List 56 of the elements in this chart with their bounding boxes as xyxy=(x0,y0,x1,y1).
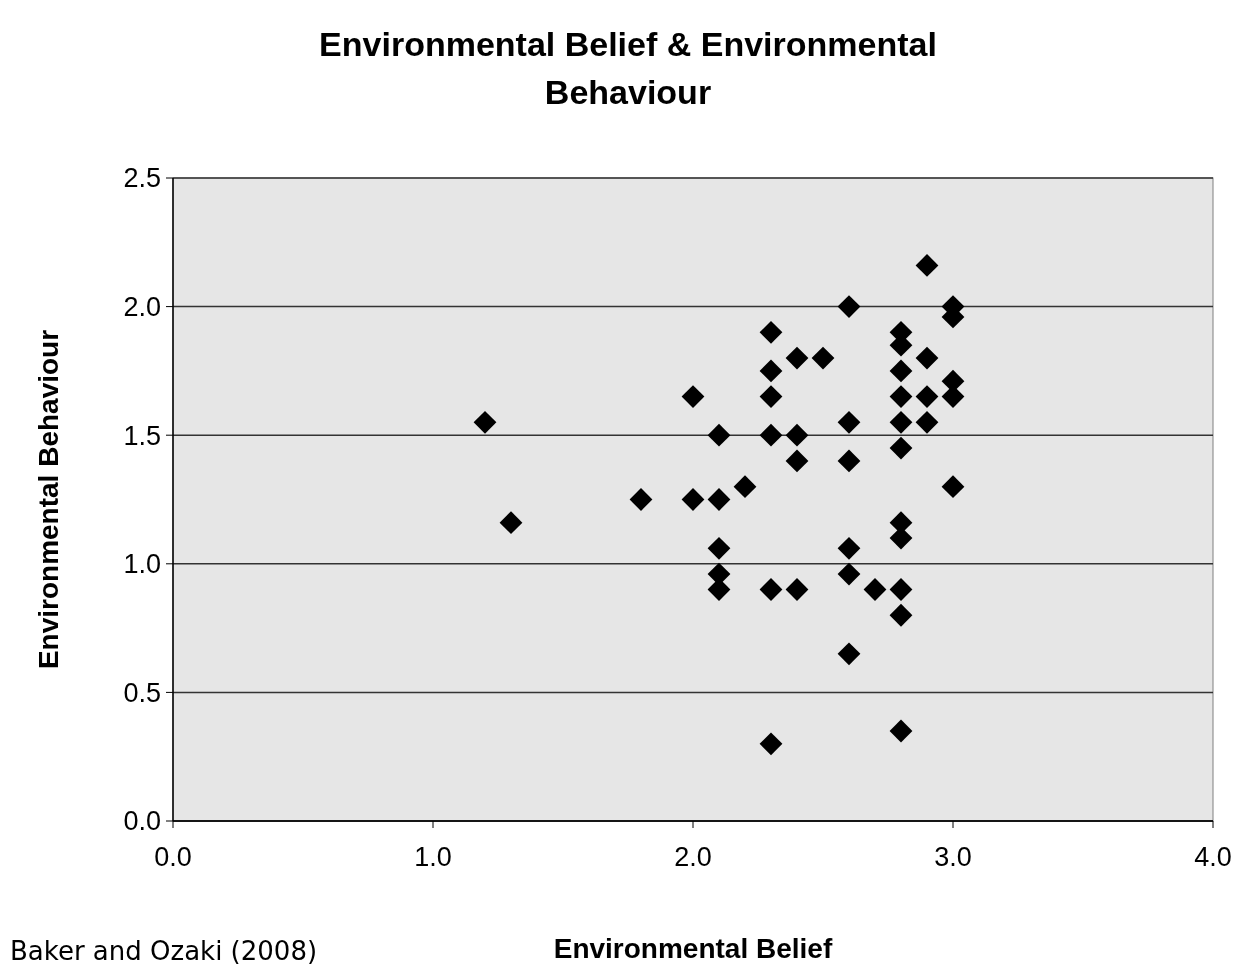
point xyxy=(681,488,705,511)
y-tick-label: 1.0 xyxy=(123,549,161,580)
point xyxy=(837,295,861,318)
point xyxy=(837,642,861,666)
point xyxy=(889,359,913,383)
x-tick-label: 4.0 xyxy=(1194,842,1232,872)
x-tick-label: 0.0 xyxy=(154,842,192,872)
point xyxy=(759,423,783,447)
point xyxy=(707,578,731,601)
point xyxy=(837,536,861,560)
point xyxy=(759,320,783,344)
point xyxy=(889,436,913,460)
point xyxy=(785,578,809,601)
point xyxy=(837,410,861,434)
chart-title: Environmental Belief & Environmental Behaviour xyxy=(319,25,937,111)
point xyxy=(785,449,809,473)
point xyxy=(707,536,731,560)
point xyxy=(759,385,783,409)
text: Baker and Ozaki (2008) xyxy=(10,936,318,966)
point xyxy=(915,254,939,277)
y-tick-label: 0.5 xyxy=(123,677,161,708)
y-tick-label: 2.5 xyxy=(123,163,161,194)
point xyxy=(785,423,809,447)
point xyxy=(759,578,783,601)
x-tick-label: 3.0 xyxy=(934,842,972,872)
point xyxy=(785,346,809,370)
y-tick-label: 1.5 xyxy=(123,420,161,451)
point xyxy=(707,423,731,447)
point xyxy=(941,385,965,409)
point xyxy=(889,578,913,601)
point xyxy=(889,603,913,627)
point xyxy=(811,346,835,370)
x-tick-label: 2.0 xyxy=(674,842,712,872)
point xyxy=(837,562,861,586)
point xyxy=(889,385,913,409)
point xyxy=(915,346,939,370)
point xyxy=(889,410,913,434)
point xyxy=(681,385,705,409)
y-tick-label: 0.0 xyxy=(123,806,161,837)
point xyxy=(915,385,939,409)
point xyxy=(759,359,783,383)
point xyxy=(837,449,861,473)
point xyxy=(759,732,783,756)
point xyxy=(499,511,523,535)
point xyxy=(473,410,497,434)
point xyxy=(915,410,939,434)
y-axis-title: Environmental Behaviour xyxy=(33,329,64,670)
point xyxy=(889,719,913,743)
point xyxy=(707,488,731,511)
x-tick-label: 1.0 xyxy=(414,842,452,872)
point xyxy=(863,578,887,601)
point xyxy=(941,475,965,499)
point xyxy=(733,475,757,499)
point xyxy=(629,488,653,511)
x-axis-title: Environmental Belief xyxy=(553,933,833,964)
y-tick-label: 2.0 xyxy=(123,292,161,323)
